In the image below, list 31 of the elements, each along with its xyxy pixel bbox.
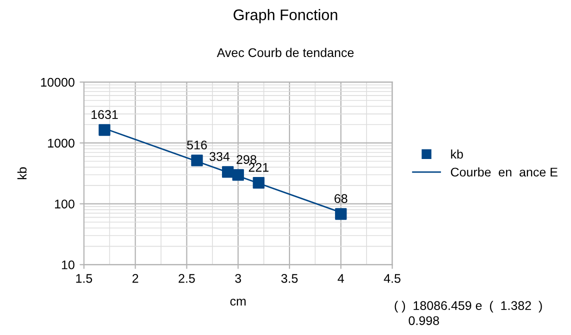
data-label: 1631	[92, 110, 118, 120]
point	[252, 176, 265, 189]
y-tick-label: 10000	[41, 78, 74, 87]
y-tick-label: 10	[62, 260, 74, 270]
x-tick-label: 3	[235, 274, 242, 283]
text: ( ) 18086.459 e ( 1.382 )	[394, 300, 542, 312]
y-tick-label: 100	[55, 200, 74, 208]
data-label: 221	[248, 162, 268, 172]
x-tick-label: 2.5	[178, 274, 195, 283]
point	[191, 154, 203, 166]
text: 0.998	[408, 316, 439, 326]
point	[335, 208, 347, 220]
y-tick-label: 1000	[48, 138, 74, 148]
x-axis-title: cm	[230, 298, 246, 306]
y-axis-title: kb	[17, 167, 27, 180]
point	[222, 166, 234, 178]
point	[98, 124, 110, 136]
x-tick-label: 4.5	[384, 274, 400, 283]
x-tick-label: 4	[338, 274, 344, 283]
x-tick-label: 2	[132, 274, 138, 283]
legend-label: kb	[451, 149, 463, 159]
chart-title: Graph Fonction	[234, 9, 338, 24]
legend-label: Courbe en ance E	[450, 167, 558, 177]
point	[232, 169, 244, 181]
x-tick-label: 3.5	[281, 274, 298, 283]
x-tick-label: 1.5	[76, 274, 92, 283]
data-label: 516	[187, 140, 207, 150]
chart-subtitle: Avec Courb de tendance	[216, 48, 354, 58]
data-label: 334	[210, 152, 230, 161]
data-label: 298	[236, 155, 256, 164]
data-label: 68	[334, 194, 348, 203]
